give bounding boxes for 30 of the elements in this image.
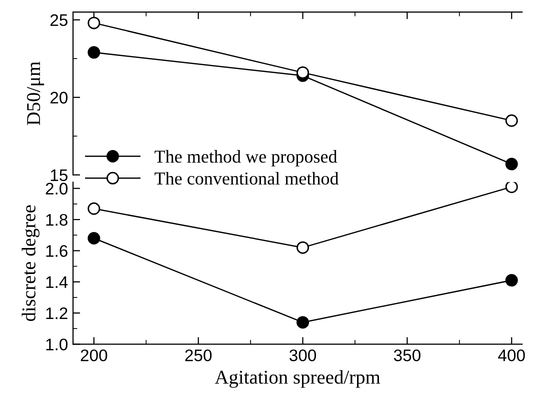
point [296, 241, 310, 254]
y-tick-label: 1.0 [46, 338, 68, 350]
y-axis-title: discrete degree [22, 205, 40, 322]
y-tick-label: 25 [50, 14, 68, 26]
point [505, 114, 518, 127]
point [88, 16, 100, 30]
x-tick-label: 350 [394, 349, 420, 362]
y-tick-label: 2.0 [46, 182, 68, 195]
x-tick-label: 300 [290, 349, 316, 362]
y-tick-label: 15 [50, 169, 68, 182]
point [296, 66, 310, 79]
y-tick-label: 1.2 [46, 307, 68, 320]
y-axis-title: D50/μm [26, 62, 44, 126]
point [505, 274, 518, 287]
point [505, 158, 518, 170]
legend-label: The method we proposed [154, 150, 338, 166]
point [505, 182, 518, 194]
point [88, 232, 100, 244]
x-tick-label: 400 [498, 349, 525, 362]
y-tick-label: 20 [50, 92, 68, 104]
point [88, 46, 100, 59]
legend-label: The conventional method [154, 172, 339, 185]
y-tick-label: 1.8 [46, 214, 68, 226]
x-tick-label: 250 [185, 349, 212, 362]
y-tick-label: 1.6 [46, 245, 68, 257]
x-tick-label: 200 [80, 349, 108, 362]
point [296, 316, 310, 329]
point [88, 202, 100, 215]
x-axis-title: Agitation spreed/rpm [214, 370, 380, 388]
y-tick-label: 1.4 [46, 276, 68, 288]
